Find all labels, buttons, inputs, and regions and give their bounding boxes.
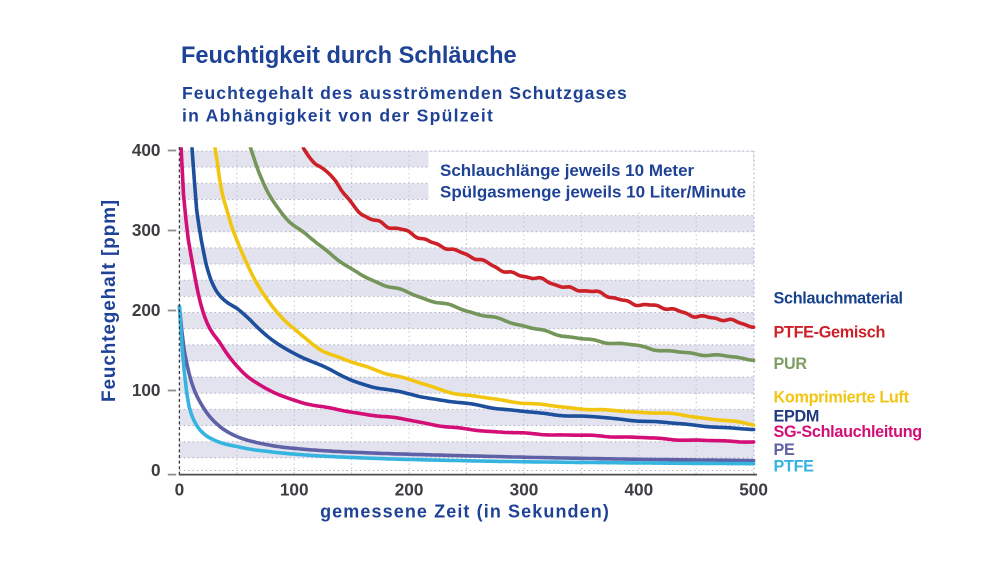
svg-text:Feuchtigkeit durch Schläuche: Feuchtigkeit durch Schläuche — [181, 43, 517, 69]
svg-text:PE: PE — [774, 441, 795, 459]
svg-text:200: 200 — [132, 300, 161, 320]
svg-text:200: 200 — [395, 480, 424, 500]
svg-text:EPDM: EPDM — [774, 408, 820, 426]
svg-text:PTFE-Gemisch: PTFE-Gemisch — [774, 324, 886, 342]
svg-text:in Abhängigkeit von der Spülze: in Abhängigkeit von der Spülzeit — [182, 105, 494, 125]
svg-text:400: 400 — [624, 480, 653, 500]
svg-text:PTFE: PTFE — [774, 458, 815, 476]
svg-text:Schlauchmaterial: Schlauchmaterial — [774, 290, 903, 308]
svg-text:100: 100 — [280, 480, 309, 500]
svg-text:PUR: PUR — [774, 355, 808, 373]
svg-text:gemessene Zeit (in Sekunden): gemessene Zeit (in Sekunden) — [320, 502, 610, 522]
svg-text:300: 300 — [132, 220, 161, 240]
svg-text:Feuchtegehalt des ausströmende: Feuchtegehalt des ausströmenden Schutzga… — [182, 83, 628, 103]
svg-text:SG-Schlauchleitung: SG-Schlauchleitung — [774, 423, 922, 441]
svg-text:Feuchtegehalt [ppm]: Feuchtegehalt [ppm] — [99, 199, 120, 402]
svg-text:0: 0 — [175, 480, 185, 500]
svg-text:100: 100 — [132, 380, 161, 400]
svg-text:0: 0 — [151, 460, 161, 480]
svg-text:Spülgasmenge jeweils 10 Liter/: Spülgasmenge jeweils 10 Liter/Minute — [440, 183, 746, 202]
svg-text:400: 400 — [132, 140, 161, 160]
svg-text:Schlauchlänge jeweils 10 Meter: Schlauchlänge jeweils 10 Meter — [440, 161, 695, 180]
svg-text:Komprimierte Luft: Komprimierte Luft — [774, 389, 910, 407]
svg-text:300: 300 — [510, 480, 539, 500]
svg-text:500: 500 — [739, 480, 768, 500]
